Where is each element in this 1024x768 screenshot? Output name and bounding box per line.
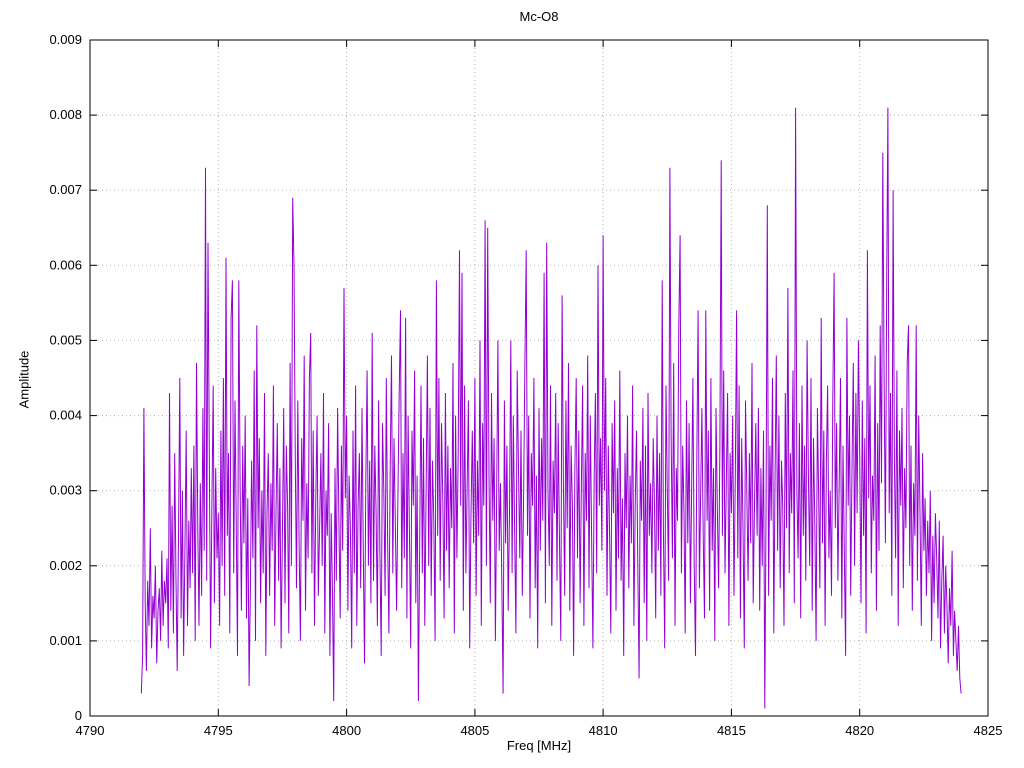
x-axis-label: Freq [MHz] bbox=[506, 738, 572, 753]
chart-title: Mc-O8 bbox=[519, 9, 559, 24]
y-tick-label: 0.008 bbox=[49, 107, 82, 122]
y-tick-label: 0.009 bbox=[49, 32, 82, 47]
x-tick-label: 4800 bbox=[332, 723, 361, 738]
y-tick-label: 0.007 bbox=[49, 182, 82, 197]
plot-border bbox=[89, 39, 989, 717]
x-tick-label: 4825 bbox=[974, 723, 1003, 738]
y-tick-label: 0.004 bbox=[49, 408, 82, 423]
x-tick-label: 4795 bbox=[204, 723, 233, 738]
spectrum-line bbox=[140, 107, 962, 709]
x-tick-label: 4805 bbox=[460, 723, 489, 738]
y-tick-label: 0.001 bbox=[49, 633, 82, 648]
y-tick-label: 0.005 bbox=[49, 332, 82, 347]
x-tick-label: 4820 bbox=[845, 723, 874, 738]
y-tick-label: 0.002 bbox=[49, 558, 82, 573]
x-tick-label: 4815 bbox=[717, 723, 746, 738]
y-tick-label: 0 bbox=[75, 708, 82, 723]
x-tick-label: 4790 bbox=[76, 723, 105, 738]
y-tick-label: 0.003 bbox=[49, 483, 82, 498]
y-tick-label: 0.006 bbox=[49, 257, 82, 272]
x-tick-label: 4810 bbox=[589, 723, 618, 738]
